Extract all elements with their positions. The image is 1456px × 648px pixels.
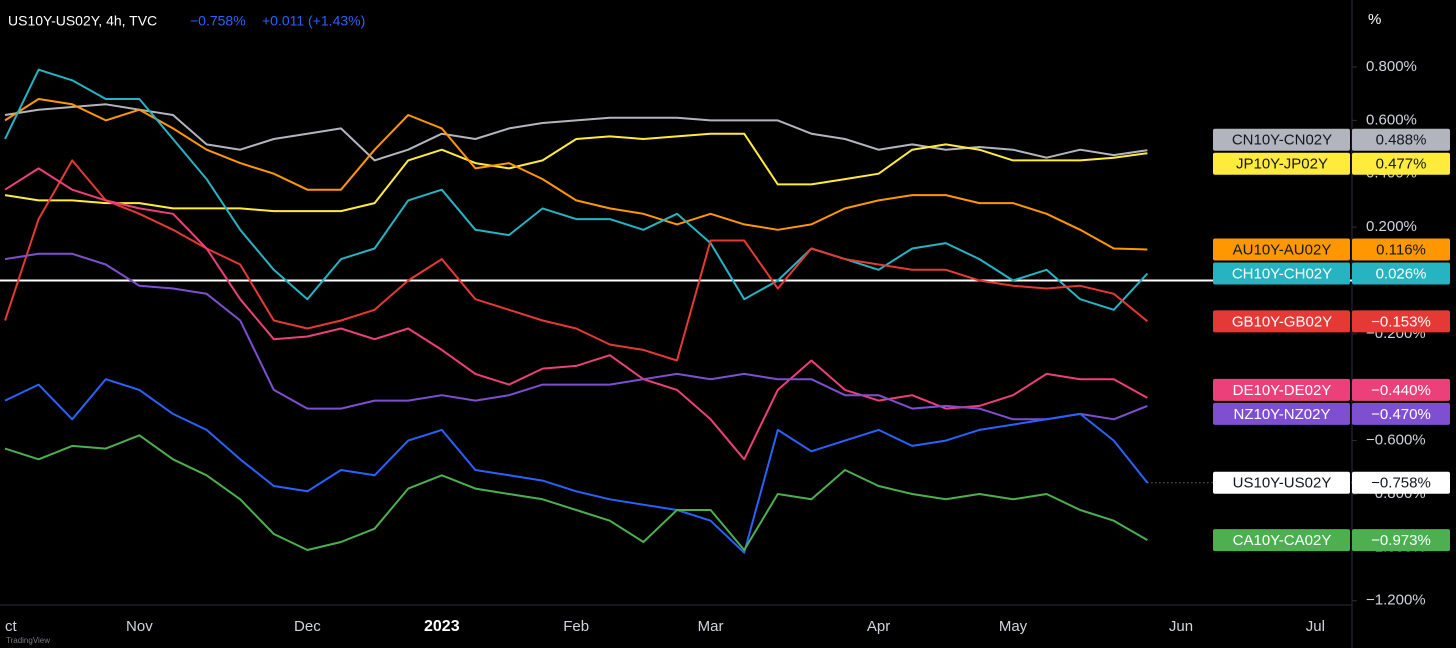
series-tag [1352, 128, 1450, 151]
series-tag [1213, 262, 1350, 285]
series-tag [1213, 128, 1350, 151]
series-tag [1352, 310, 1450, 333]
y-tick-label: −0.600% [1366, 432, 1426, 449]
series-tag [1213, 310, 1350, 333]
value-label: 0.477% [1376, 156, 1427, 173]
header-last: −0.758% [190, 13, 246, 29]
x-tick-label: Dec [294, 618, 321, 635]
series-tag [1213, 238, 1350, 261]
series-tag [1213, 529, 1350, 552]
series-tag [1352, 402, 1450, 425]
legend-entry: CH10Y-CH02Y [1232, 266, 1332, 283]
series-tag [1352, 471, 1450, 494]
series-line [4, 159, 1149, 362]
x-tick-label: Nov [126, 618, 153, 635]
value-label: 0.488% [1376, 132, 1427, 149]
value-label: −0.440% [1371, 382, 1431, 399]
y-tick-label: −1.200% [1366, 592, 1426, 609]
x-tick-label: Mar [698, 618, 724, 635]
x-tick-label: Jun [1169, 618, 1193, 635]
series-line [4, 252, 1148, 421]
y-tick-label: 0.200% [1366, 218, 1417, 235]
series-line [4, 132, 1148, 213]
series-tag [1352, 262, 1450, 285]
legend-entry: CA10Y-CA02Y [1233, 532, 1332, 549]
y-tick-label: 0.800% [1366, 58, 1417, 75]
legend-entry: CN10Y-CN02Y [1232, 132, 1332, 149]
value-label: 0.116% [1376, 241, 1426, 258]
series-tag [1352, 152, 1450, 175]
value-label: −0.470% [1371, 406, 1431, 423]
legend-entry: NZ10Y-NZ02Y [1234, 406, 1331, 423]
value-label: −0.153% [1371, 313, 1431, 330]
x-tick-label: Feb [563, 618, 589, 635]
header-change: +0.011 (+1.43%) [262, 13, 365, 29]
legend-entry: US10Y-US02Y [1233, 475, 1332, 492]
chart-title: US10Y-US02Y, 4h, TVC [8, 13, 157, 29]
series-line [4, 98, 1148, 251]
y-unit: % [1368, 11, 1381, 28]
y-tick-label: 0.600% [1366, 111, 1417, 128]
series-tag [1213, 152, 1350, 175]
series-line [4, 103, 1148, 162]
watermark: TradingView [6, 636, 50, 645]
x-tick-label: Apr [867, 618, 890, 635]
series-tag [1352, 378, 1450, 401]
value-label: −0.973% [1371, 532, 1431, 549]
value-label: −0.758% [1371, 475, 1431, 492]
series-tag [1213, 402, 1350, 425]
series-line [4, 378, 1149, 554]
plot: −1.200%−1.000%−0.800%−0.600%−0.400%−0.20… [0, 58, 1426, 635]
legend-entry: AU10Y-AU02Y [1233, 241, 1332, 258]
series-tag [1352, 529, 1450, 552]
series-line [4, 68, 1149, 311]
series-line [4, 434, 1148, 551]
legend-entry: DE10Y-DE02Y [1233, 382, 1332, 399]
x-tick-label: Jul [1306, 618, 1325, 635]
series-tag [1213, 471, 1350, 494]
legend-entry: JP10Y-JP02Y [1236, 156, 1328, 173]
x-tick-label: ct [5, 618, 18, 635]
legend-entry: GB10Y-GB02Y [1232, 313, 1332, 330]
series-tag [1213, 378, 1350, 401]
value-label: 0.026% [1376, 266, 1427, 283]
x-tick-label: May [999, 618, 1028, 635]
series-tag [1352, 238, 1450, 261]
x-tick-label: 2023 [424, 618, 460, 635]
overlay: US10Y-US02Y, 4h, TVC −0.758% +0.011 (+1.… [6, 11, 1450, 645]
